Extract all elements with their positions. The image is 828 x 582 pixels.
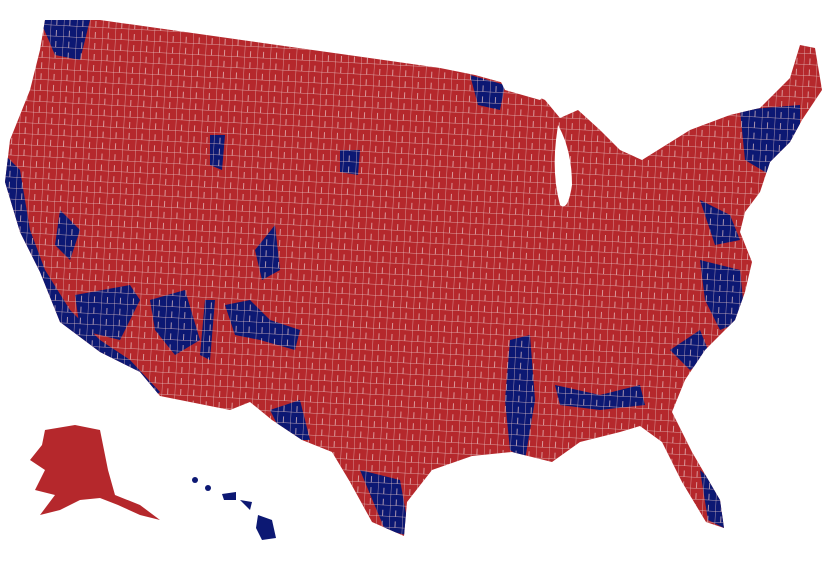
lake-superior: [500, 80, 545, 100]
alaska: [30, 425, 160, 520]
hawaii: [192, 477, 276, 540]
lake-michigan: [554, 125, 572, 207]
